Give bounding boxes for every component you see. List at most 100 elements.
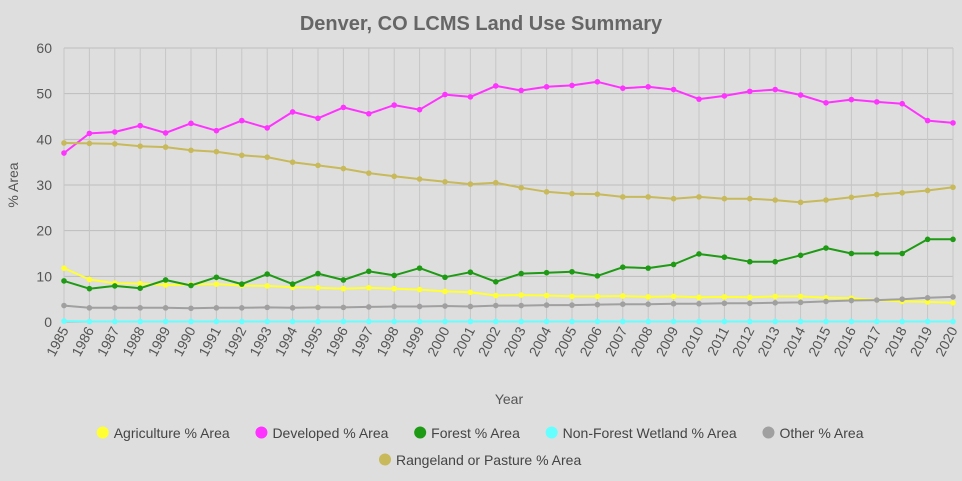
data-point[interactable] [696, 251, 702, 257]
legend-item[interactable]: Other % Area [762, 425, 864, 441]
data-point[interactable] [289, 318, 296, 325]
data-point[interactable] [670, 293, 677, 300]
data-point[interactable] [823, 298, 829, 305]
data-point[interactable] [416, 303, 423, 310]
data-point[interactable] [924, 294, 931, 301]
data-point[interactable] [239, 152, 245, 159]
data-point[interactable] [848, 297, 855, 304]
data-point[interactable] [569, 293, 575, 300]
data-point[interactable] [162, 282, 169, 288]
data-point[interactable] [162, 305, 169, 311]
data-point[interactable] [162, 130, 169, 136]
data-point[interactable] [518, 184, 524, 191]
data-point[interactable] [391, 285, 398, 292]
data-point[interactable] [772, 197, 778, 203]
data-point[interactable] [61, 150, 67, 156]
data-point[interactable] [264, 318, 271, 325]
data-point[interactable] [391, 173, 398, 180]
data-point[interactable] [823, 197, 829, 203]
data-point[interactable] [594, 318, 601, 325]
data-point[interactable] [594, 273, 601, 279]
data-point[interactable] [137, 143, 143, 149]
legend-item[interactable]: Rangeland or Pasture % Area [379, 452, 581, 468]
data-point[interactable] [721, 300, 728, 307]
data-point[interactable] [747, 318, 753, 325]
data-point[interactable] [924, 318, 931, 325]
data-point[interactable] [950, 184, 956, 191]
data-point[interactable] [366, 170, 372, 176]
data-point[interactable] [391, 102, 398, 108]
data-point[interactable] [264, 283, 271, 289]
data-point[interactable] [899, 296, 905, 302]
data-point[interactable] [950, 300, 956, 306]
legend-item[interactable]: Agriculture % Area [96, 425, 230, 441]
data-point[interactable] [86, 285, 93, 292]
data-point[interactable] [670, 318, 677, 325]
data-point[interactable] [315, 304, 321, 311]
data-point[interactable] [848, 194, 855, 201]
data-point[interactable] [645, 84, 651, 90]
data-point[interactable] [340, 277, 347, 283]
data-point[interactable] [366, 284, 372, 291]
data-point[interactable] [924, 187, 931, 194]
data-point[interactable] [137, 318, 143, 325]
data-point[interactable] [747, 195, 753, 202]
data-point[interactable] [416, 286, 423, 293]
data-point[interactable] [518, 302, 524, 309]
data-point[interactable] [467, 318, 474, 325]
data-point[interactable] [696, 294, 702, 301]
data-point[interactable] [950, 120, 956, 126]
data-point[interactable] [899, 100, 905, 107]
data-point[interactable] [467, 94, 474, 100]
data-point[interactable] [645, 294, 651, 300]
data-point[interactable] [315, 270, 321, 277]
data-point[interactable] [366, 110, 372, 117]
data-point[interactable] [594, 78, 601, 85]
data-point[interactable] [442, 303, 448, 309]
data-point[interactable] [569, 302, 575, 308]
data-point[interactable] [823, 318, 829, 325]
data-point[interactable] [86, 140, 93, 147]
data-point[interactable] [213, 318, 220, 325]
data-point[interactable] [86, 318, 93, 325]
data-point[interactable] [747, 294, 753, 301]
data-point[interactable] [61, 318, 67, 324]
data-point[interactable] [340, 165, 347, 172]
data-point[interactable] [264, 304, 271, 311]
data-point[interactable] [391, 272, 398, 279]
data-point[interactable] [188, 120, 194, 127]
data-point[interactable] [493, 279, 499, 285]
data-point[interactable] [416, 176, 423, 182]
data-point[interactable] [620, 293, 626, 299]
data-point[interactable] [315, 284, 321, 291]
data-point[interactable] [518, 292, 524, 298]
data-point[interactable] [188, 282, 194, 289]
data-point[interactable] [61, 278, 67, 284]
data-point[interactable] [493, 318, 499, 325]
data-point[interactable] [721, 254, 728, 260]
data-point[interactable] [137, 305, 143, 311]
data-point[interactable] [289, 305, 296, 311]
data-point[interactable] [620, 301, 626, 307]
data-point[interactable] [772, 258, 778, 265]
data-point[interactable] [924, 236, 931, 243]
data-point[interactable] [467, 303, 474, 310]
data-point[interactable] [213, 281, 220, 287]
data-point[interactable] [645, 318, 651, 325]
data-point[interactable] [86, 305, 93, 311]
data-point[interactable] [213, 148, 220, 155]
data-point[interactable] [874, 318, 880, 325]
data-point[interactable] [924, 117, 931, 124]
data-point[interactable] [416, 106, 423, 113]
data-point[interactable] [416, 265, 423, 271]
data-point[interactable] [924, 299, 931, 305]
data-point[interactable] [874, 250, 880, 257]
data-point[interactable] [467, 181, 474, 187]
data-point[interactable] [493, 179, 499, 186]
data-point[interactable] [137, 122, 143, 129]
data-point[interactable] [137, 285, 143, 292]
data-point[interactable] [315, 115, 321, 122]
data-point[interactable] [569, 190, 575, 197]
data-point[interactable] [670, 195, 677, 202]
data-point[interactable] [848, 250, 855, 257]
